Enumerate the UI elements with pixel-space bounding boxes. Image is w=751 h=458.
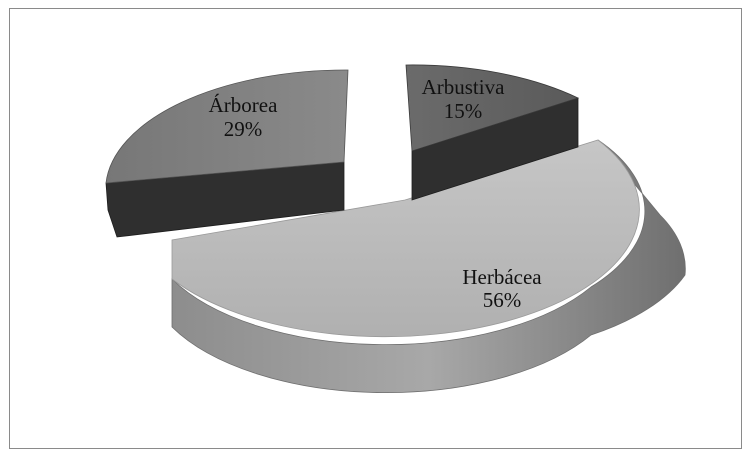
label-arborea-name: Árborea — [209, 93, 278, 117]
label-arbustiva-value: 15% — [444, 99, 483, 123]
label-arborea-value: 29% — [224, 117, 263, 141]
slice-arborea-top — [105, 69, 349, 184]
slice-herbacea-top — [171, 139, 640, 338]
label-arbustiva-name: Arbustiva — [422, 75, 506, 99]
slice-herbacea — [171, 139, 686, 394]
label-herbacea-value: 56% — [483, 288, 522, 312]
label-herbacea-name: Herbácea — [462, 265, 542, 289]
slice-arborea — [105, 69, 349, 238]
slice-herbacea-side — [171, 139, 686, 394]
slice-arbustiva — [405, 64, 580, 201]
slice-arbustiva-top — [405, 64, 580, 152]
